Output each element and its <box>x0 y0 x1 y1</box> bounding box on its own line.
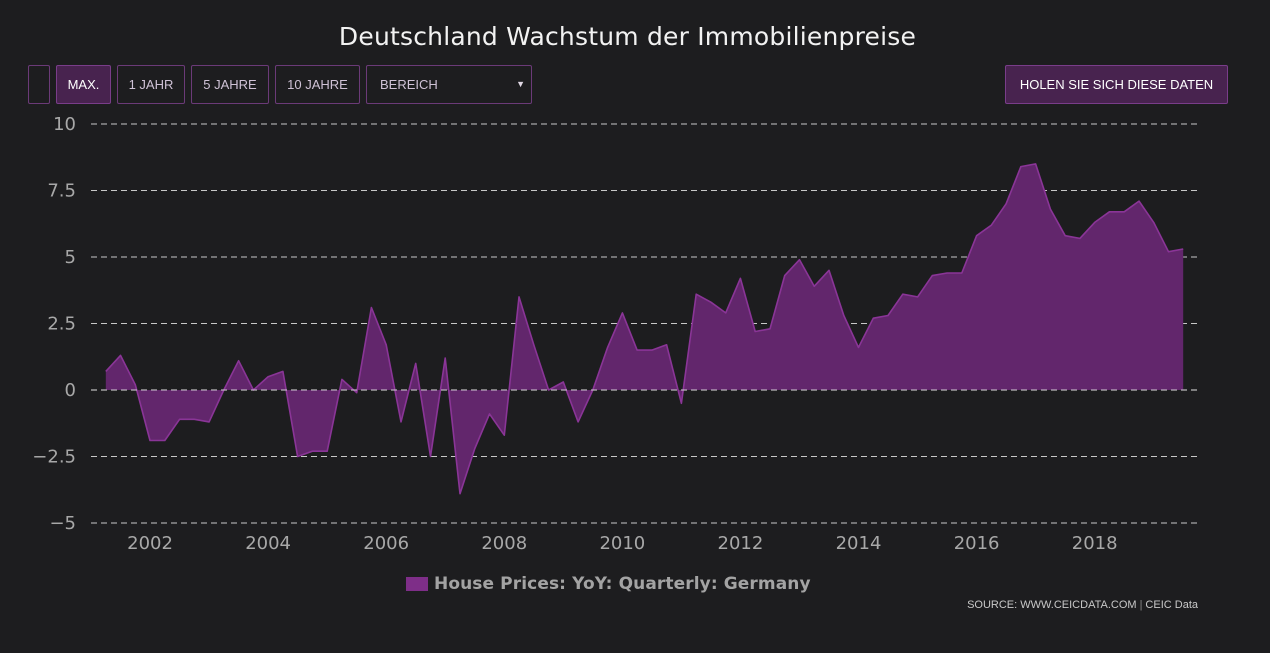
x-tick-label: 2002 <box>127 533 173 554</box>
x-tick-label: 2008 <box>481 533 527 554</box>
x-tick-label: 2016 <box>954 533 1000 554</box>
y-tick-label: 2.5 <box>47 314 76 335</box>
range-1-year-button[interactable]: 1 JAHR <box>117 65 185 104</box>
toolbar-blank-button[interactable] <box>28 65 50 104</box>
legend-swatch <box>406 577 428 591</box>
legend-label: House Prices: YoY: Quarterly: Germany <box>434 574 811 594</box>
source-link[interactable]: SOURCE: WWW.CEICDATA.COM <box>967 599 1137 611</box>
series-line <box>105 163 1184 495</box>
y-tick-label: 5 <box>65 247 76 268</box>
x-tick-label: 2012 <box>718 533 764 554</box>
y-tick-label: −5 <box>49 513 76 534</box>
x-tick-label: 2010 <box>599 533 645 554</box>
source-credit: SOURCE: WWW.CEICDATA.COM | CEIC Data <box>967 599 1198 611</box>
range-max-button[interactable]: MAX. <box>56 65 111 104</box>
series-area <box>105 163 1184 494</box>
x-tick-label: 2004 <box>245 533 291 554</box>
source-brand[interactable]: CEIC Data <box>1145 599 1198 611</box>
range-10-years-button[interactable]: 10 JAHRE <box>275 65 360 104</box>
chart-title: Deutschland Wachstum der Immobilienpreis… <box>338 22 917 51</box>
x-tick-label: 2018 <box>1072 533 1118 554</box>
y-tick-label: 7.5 <box>47 181 76 202</box>
chevron-down-icon: ▼ <box>516 79 525 89</box>
x-tick-label: 2014 <box>836 533 882 554</box>
get-data-button[interactable]: HOLEN SIE SICH DIESE DATEN <box>1005 65 1228 104</box>
range-select[interactable]: BEREICH ▼ <box>366 65 532 104</box>
y-tick-label: 0 <box>65 380 76 401</box>
x-tick-label: 2006 <box>363 533 409 554</box>
y-tick-label: −2.5 <box>32 447 76 468</box>
chart-legend[interactable]: House Prices: YoY: Quarterly: Germany <box>406 573 811 595</box>
range-select-label: BEREICH <box>380 77 438 92</box>
range-5-years-button[interactable]: 5 JAHRE <box>191 65 269 104</box>
y-tick-label: 10 <box>53 114 76 135</box>
